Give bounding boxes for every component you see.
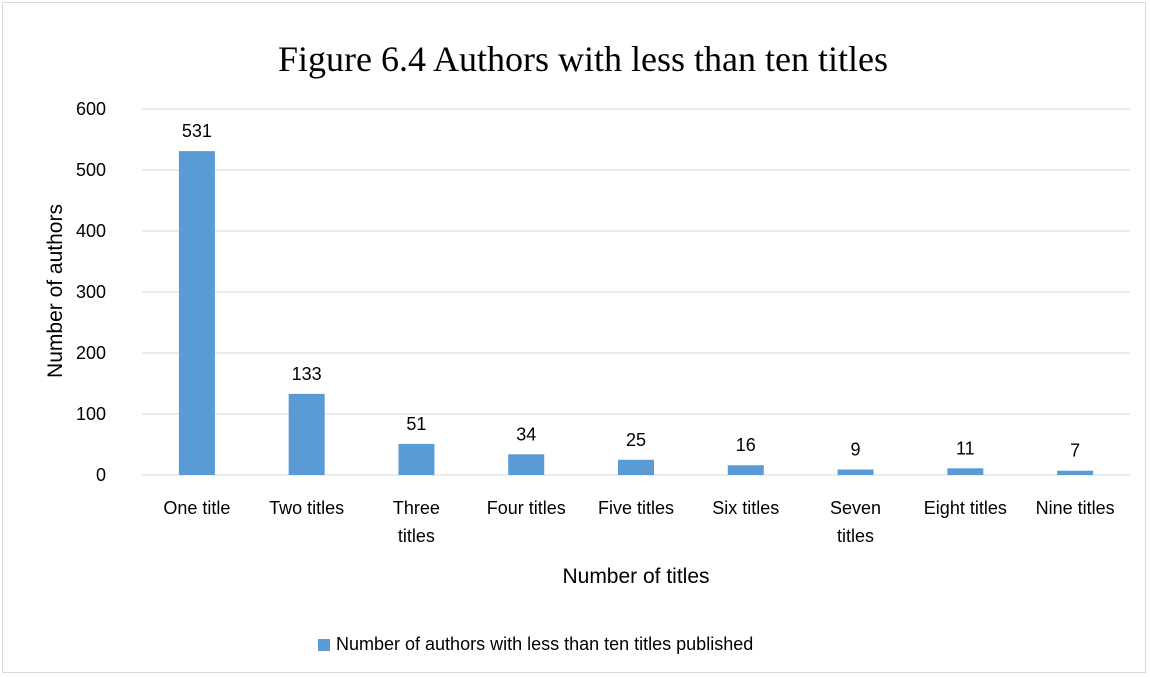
x-axis-ticks: One title Two titles Three titles Four title… <box>163 498 1114 546</box>
x-tick-label: Five titles <box>598 498 674 518</box>
y-axis-title: Number of authors <box>44 204 67 378</box>
y-tick-label: 300 <box>76 282 106 302</box>
data-label: 7 <box>1070 441 1080 461</box>
bar <box>837 469 874 475</box>
bar <box>618 459 654 475</box>
chart-title: Figure 6.4 Authors with less than ten ti… <box>278 39 888 79</box>
y-tick-label: 400 <box>76 221 106 241</box>
x-tick-label: Three titles <box>393 498 440 546</box>
bar <box>1057 470 1094 475</box>
legend-label: Number of authors with less than ten tit… <box>336 634 754 654</box>
bars <box>178 151 1094 475</box>
legend-swatch <box>318 638 330 651</box>
x-tick-label: Seven titles <box>830 498 881 546</box>
x-tick-label: Six titles <box>712 498 779 518</box>
data-label: 25 <box>626 430 646 450</box>
x-axis-title: Number of titles <box>562 565 709 588</box>
data-label: 11 <box>956 438 975 458</box>
x-tick-label: Two titles <box>269 498 344 518</box>
bar <box>947 468 984 475</box>
x-tick-label: One title <box>163 498 230 518</box>
legend: Number of authors with less than ten tit… <box>318 634 753 655</box>
data-label: 531 <box>182 121 212 141</box>
data-label: 51 <box>406 414 426 434</box>
x-tick-label: Four titles <box>487 498 566 518</box>
data-label: 16 <box>736 435 756 455</box>
data-label: 34 <box>516 424 536 444</box>
x-tick-label: Eight titles <box>924 498 1007 518</box>
y-axis-ticks: 0 100 200 300 400 500 600 <box>76 99 106 485</box>
bar <box>398 443 435 475</box>
bar <box>288 393 325 475</box>
data-labels: 531 133 51 34 25 16 9 11 7 <box>182 121 1080 461</box>
y-tick-label: 100 <box>76 404 106 424</box>
y-tick-label: 0 <box>96 465 106 485</box>
y-tick-label: 500 <box>76 160 106 180</box>
bar <box>508 454 545 475</box>
y-tick-label: 600 <box>76 99 106 119</box>
x-tick-label: Nine titles <box>1036 498 1115 518</box>
data-label: 9 <box>851 440 861 460</box>
bar <box>178 151 215 475</box>
data-label: 133 <box>292 364 322 384</box>
y-tick-label: 200 <box>76 343 106 363</box>
bar <box>727 465 764 475</box>
